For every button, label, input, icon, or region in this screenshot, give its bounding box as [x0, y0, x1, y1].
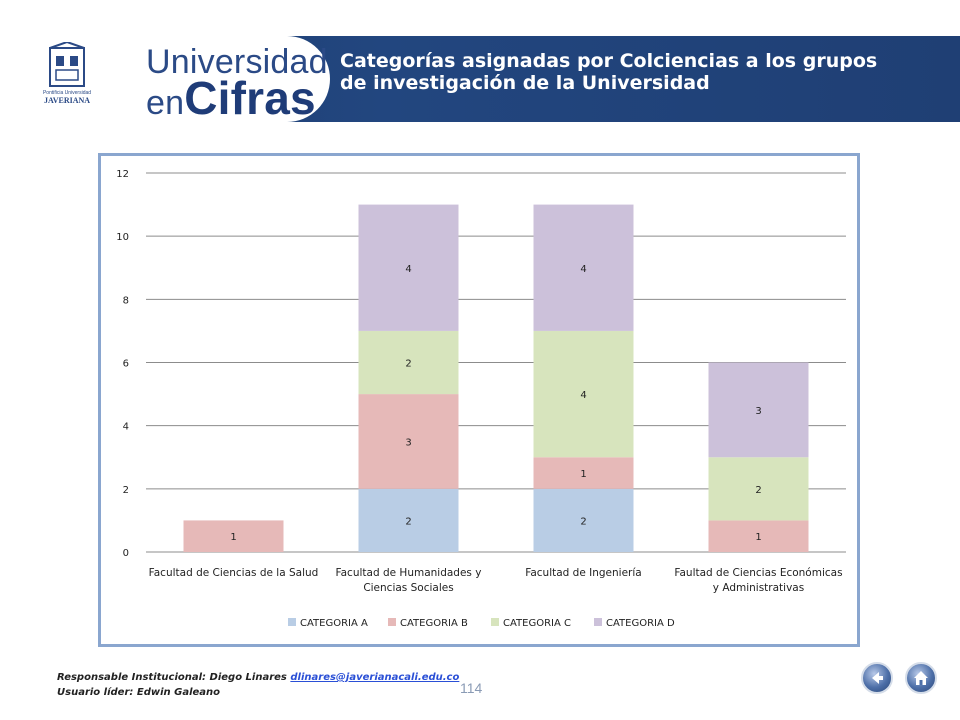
javeriana-crest-logo: Pontificia Universidad JAVERIANA	[43, 42, 91, 105]
legend-swatch	[288, 618, 296, 626]
usuario-lider: Usuario líder: Edwin Galeano	[57, 687, 221, 698]
legend-label: CATEGORIA C	[503, 618, 571, 629]
legend-label: CATEGORIA D	[606, 618, 675, 629]
bar-segment	[533, 330, 634, 458]
data-label: 1	[230, 532, 236, 543]
data-label: 4	[580, 390, 586, 401]
data-label: 4	[405, 264, 411, 275]
bar-segment	[708, 362, 809, 458]
data-label: 3	[405, 437, 411, 448]
legend-label: CATEGORIA A	[300, 618, 368, 629]
logo-cifras: Cifras	[184, 72, 316, 124]
data-label: 1	[755, 532, 761, 543]
back-button[interactable]	[861, 662, 893, 694]
data-label: 2	[405, 359, 411, 370]
bar-segment	[358, 488, 459, 552]
crest-line1: Pontificia Universidad	[43, 90, 91, 96]
bar-segment	[358, 330, 459, 395]
x-category-label: Facultad de Ciencias de la Salud	[149, 567, 319, 579]
data-label: 4	[580, 264, 586, 275]
universidad-en-cifras-logo: Universidad enCifras	[146, 44, 328, 121]
crest-line2: JAVERIANA	[44, 96, 90, 105]
x-category-label: Facultad de Humanidades y	[336, 567, 482, 579]
y-tick-label: 0	[123, 548, 129, 559]
data-label: 2	[580, 516, 586, 527]
legend-swatch	[594, 618, 602, 626]
y-tick-label: 4	[123, 422, 129, 433]
bar-segment	[358, 394, 459, 489]
y-tick-label: 10	[116, 232, 129, 243]
page-title: Categorías asignadas por Colciencias a l…	[340, 50, 878, 94]
home-button[interactable]	[905, 662, 937, 694]
y-tick-label: 12	[116, 169, 129, 180]
data-label: 1	[580, 469, 586, 480]
bar-segment	[533, 488, 634, 552]
y-tick-label: 8	[123, 295, 129, 306]
legend-swatch	[491, 618, 499, 626]
x-category-label: y Administrativas	[713, 582, 804, 594]
legend-swatch	[388, 618, 396, 626]
data-label: 2	[405, 516, 411, 527]
page-number: 114	[460, 680, 483, 696]
bar-segment	[708, 520, 809, 552]
y-tick-label: 6	[123, 359, 129, 370]
footer-credits: Responsable Institucional: Diego Linares…	[57, 670, 459, 700]
bar-segment	[183, 520, 284, 552]
x-category-label: Ciencias Sociales	[363, 582, 453, 594]
legend-label: CATEGORIA B	[400, 618, 468, 629]
y-tick-label: 2	[123, 485, 129, 496]
data-label: 3	[755, 406, 761, 417]
home-icon	[914, 671, 928, 685]
x-category-label: Faultad de Ciencias Económicas	[674, 567, 842, 579]
email-link[interactable]: dlinares@javerianacali.edu.co	[290, 672, 460, 683]
bar-segment	[533, 204, 634, 331]
bar-segment	[533, 457, 634, 489]
chart-frame: 0 2 4 6 8 10 12 1 Facultad de Ciencias de la Sal…	[98, 153, 860, 647]
logo-universidad: Universidad	[146, 43, 328, 81]
logo-en: en	[146, 84, 185, 122]
x-category-label: Facultad de Ingeniería	[525, 567, 641, 579]
responsable-label: Responsable Institucional: Diego Linares	[57, 672, 287, 683]
bar-segment	[358, 204, 459, 331]
logo-area	[0, 36, 330, 122]
back-arrow-icon	[872, 672, 883, 684]
bar-segment	[708, 457, 809, 521]
data-label: 2	[755, 485, 761, 496]
